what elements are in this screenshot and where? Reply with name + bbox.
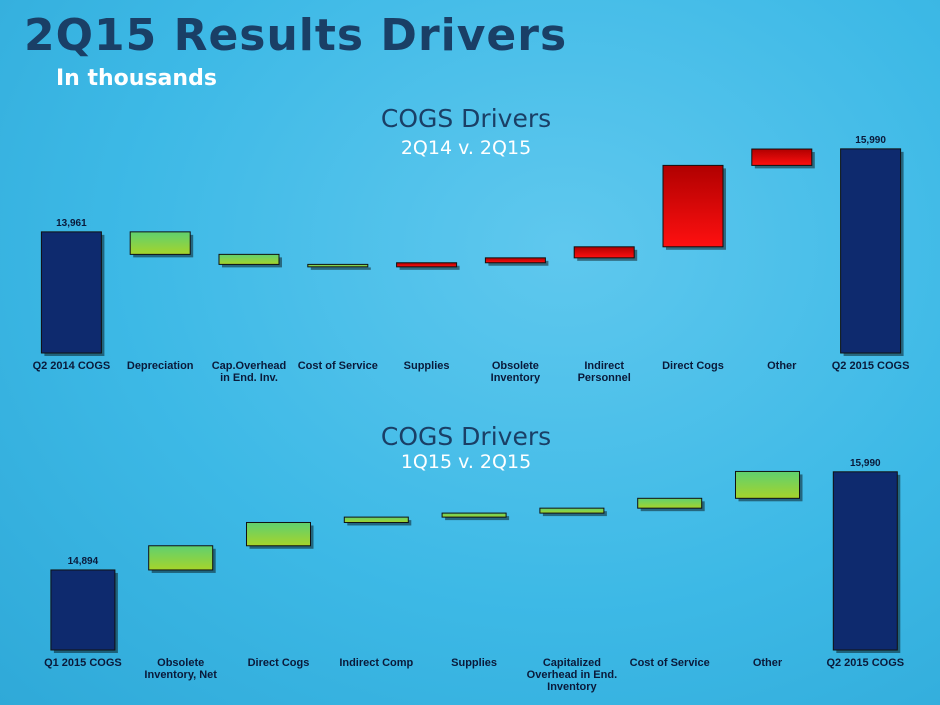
bar xyxy=(662,164,724,248)
x-tick-label: Q2 2014 COGS xyxy=(32,360,111,372)
x-tick-label: Cost of Service xyxy=(629,657,710,669)
bar xyxy=(50,569,116,651)
x-tick-label: Supplies xyxy=(451,657,497,669)
data-label: 13,961 xyxy=(56,218,87,229)
x-tick-label: Q2 2015 COGS xyxy=(831,360,910,372)
bar xyxy=(218,253,280,265)
x-tick-label: Obsolete Inventory, Net xyxy=(144,657,217,681)
x-tick-label: Cap.Overhead in End. Inv. xyxy=(211,360,287,384)
bar xyxy=(637,497,703,509)
x-tick-label: Direct Cogs xyxy=(247,657,310,669)
bar xyxy=(246,521,311,547)
bar xyxy=(484,257,546,264)
x-tick-label: Q2 2015 COGS xyxy=(826,657,905,669)
x-tick-label: Supplies xyxy=(403,360,450,372)
slide-title: 2Q15 Results Drivers xyxy=(24,10,568,61)
x-tick-label: Other xyxy=(752,657,783,669)
data-label: 15,990 xyxy=(855,135,886,146)
chart-title: COGS Drivers xyxy=(380,422,552,451)
bar-shadow xyxy=(445,516,510,521)
slide-subtitle: In thousands xyxy=(56,66,217,91)
bar-shadow xyxy=(542,511,607,517)
bar xyxy=(840,148,902,354)
bar xyxy=(148,545,214,571)
bar xyxy=(832,471,898,651)
x-tick-label: Q1 2015 COGS xyxy=(44,657,122,669)
chart-subtitle: 1Q15 v. 2Q15 xyxy=(400,451,532,473)
bar xyxy=(307,263,369,268)
bar xyxy=(40,231,102,354)
bar xyxy=(735,470,800,499)
chart-subtitle: 2Q14 v. 2Q15 xyxy=(400,137,532,159)
x-tick-label: Other xyxy=(767,360,797,372)
bar-shadow xyxy=(488,260,549,266)
bar xyxy=(539,507,605,514)
data-label: 15,990 xyxy=(850,458,881,469)
x-tick-label: Capitalized Overhead in End. Inventory xyxy=(526,657,618,693)
bar xyxy=(343,516,409,523)
bar xyxy=(441,512,507,518)
x-tick-label: Cost of Service xyxy=(297,360,378,372)
bar xyxy=(396,262,458,268)
bar-shadow xyxy=(310,267,371,270)
x-tick-label: Direct Cogs xyxy=(662,360,724,372)
x-tick-label: Indirect Comp xyxy=(339,657,414,669)
x-tick-label: Obsolete Inventory xyxy=(490,360,541,384)
bar xyxy=(573,246,635,259)
x-tick-label: Indirect Personnel xyxy=(577,360,631,384)
bar xyxy=(751,148,813,166)
bar xyxy=(129,231,191,255)
chart-title: COGS Drivers xyxy=(380,104,552,133)
bar-shadow xyxy=(399,265,460,270)
data-label: 14,894 xyxy=(68,556,99,567)
x-tick-label: Depreciation xyxy=(126,360,194,372)
